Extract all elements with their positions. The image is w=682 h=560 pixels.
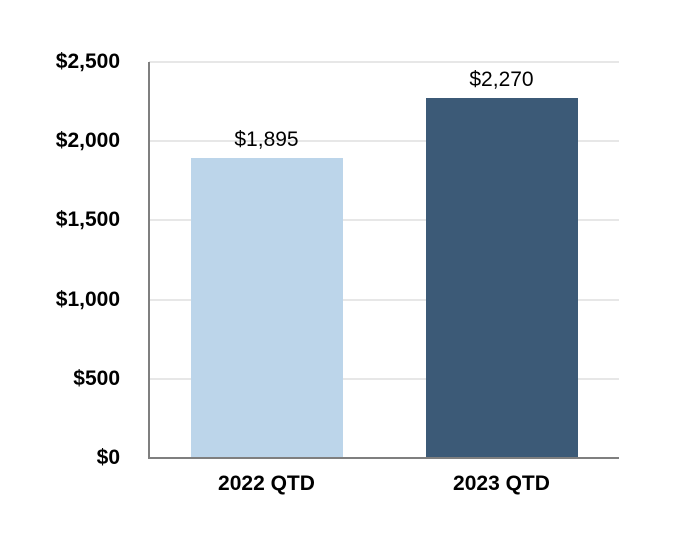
y-axis-line (148, 62, 150, 458)
gridline (149, 298, 619, 301)
bar-2023-qtd (425, 98, 578, 458)
gridline (149, 61, 619, 63)
gridline (149, 219, 619, 222)
y-axis-tick-label: $1,500 (55, 208, 120, 232)
x-axis-line (148, 457, 619, 459)
x-axis-category-label: 2023 QTD (453, 472, 550, 495)
gridline (149, 140, 619, 143)
y-axis-tick-label: $1,000 (55, 287, 120, 311)
gridline (149, 377, 619, 380)
x-axis-category-label: 2022 QTD (218, 472, 315, 495)
bar-value-label: $2,270 (469, 68, 534, 92)
y-axis-tick-label: $2,000 (55, 129, 120, 153)
bar-2022-qtd (190, 157, 343, 458)
y-axis-tick-label: $500 (73, 366, 120, 390)
bar-value-label: $1,895 (234, 127, 299, 151)
y-axis-tick-label: $2,500 (55, 50, 120, 73)
y-axis-tick-label: $0 (96, 446, 120, 469)
